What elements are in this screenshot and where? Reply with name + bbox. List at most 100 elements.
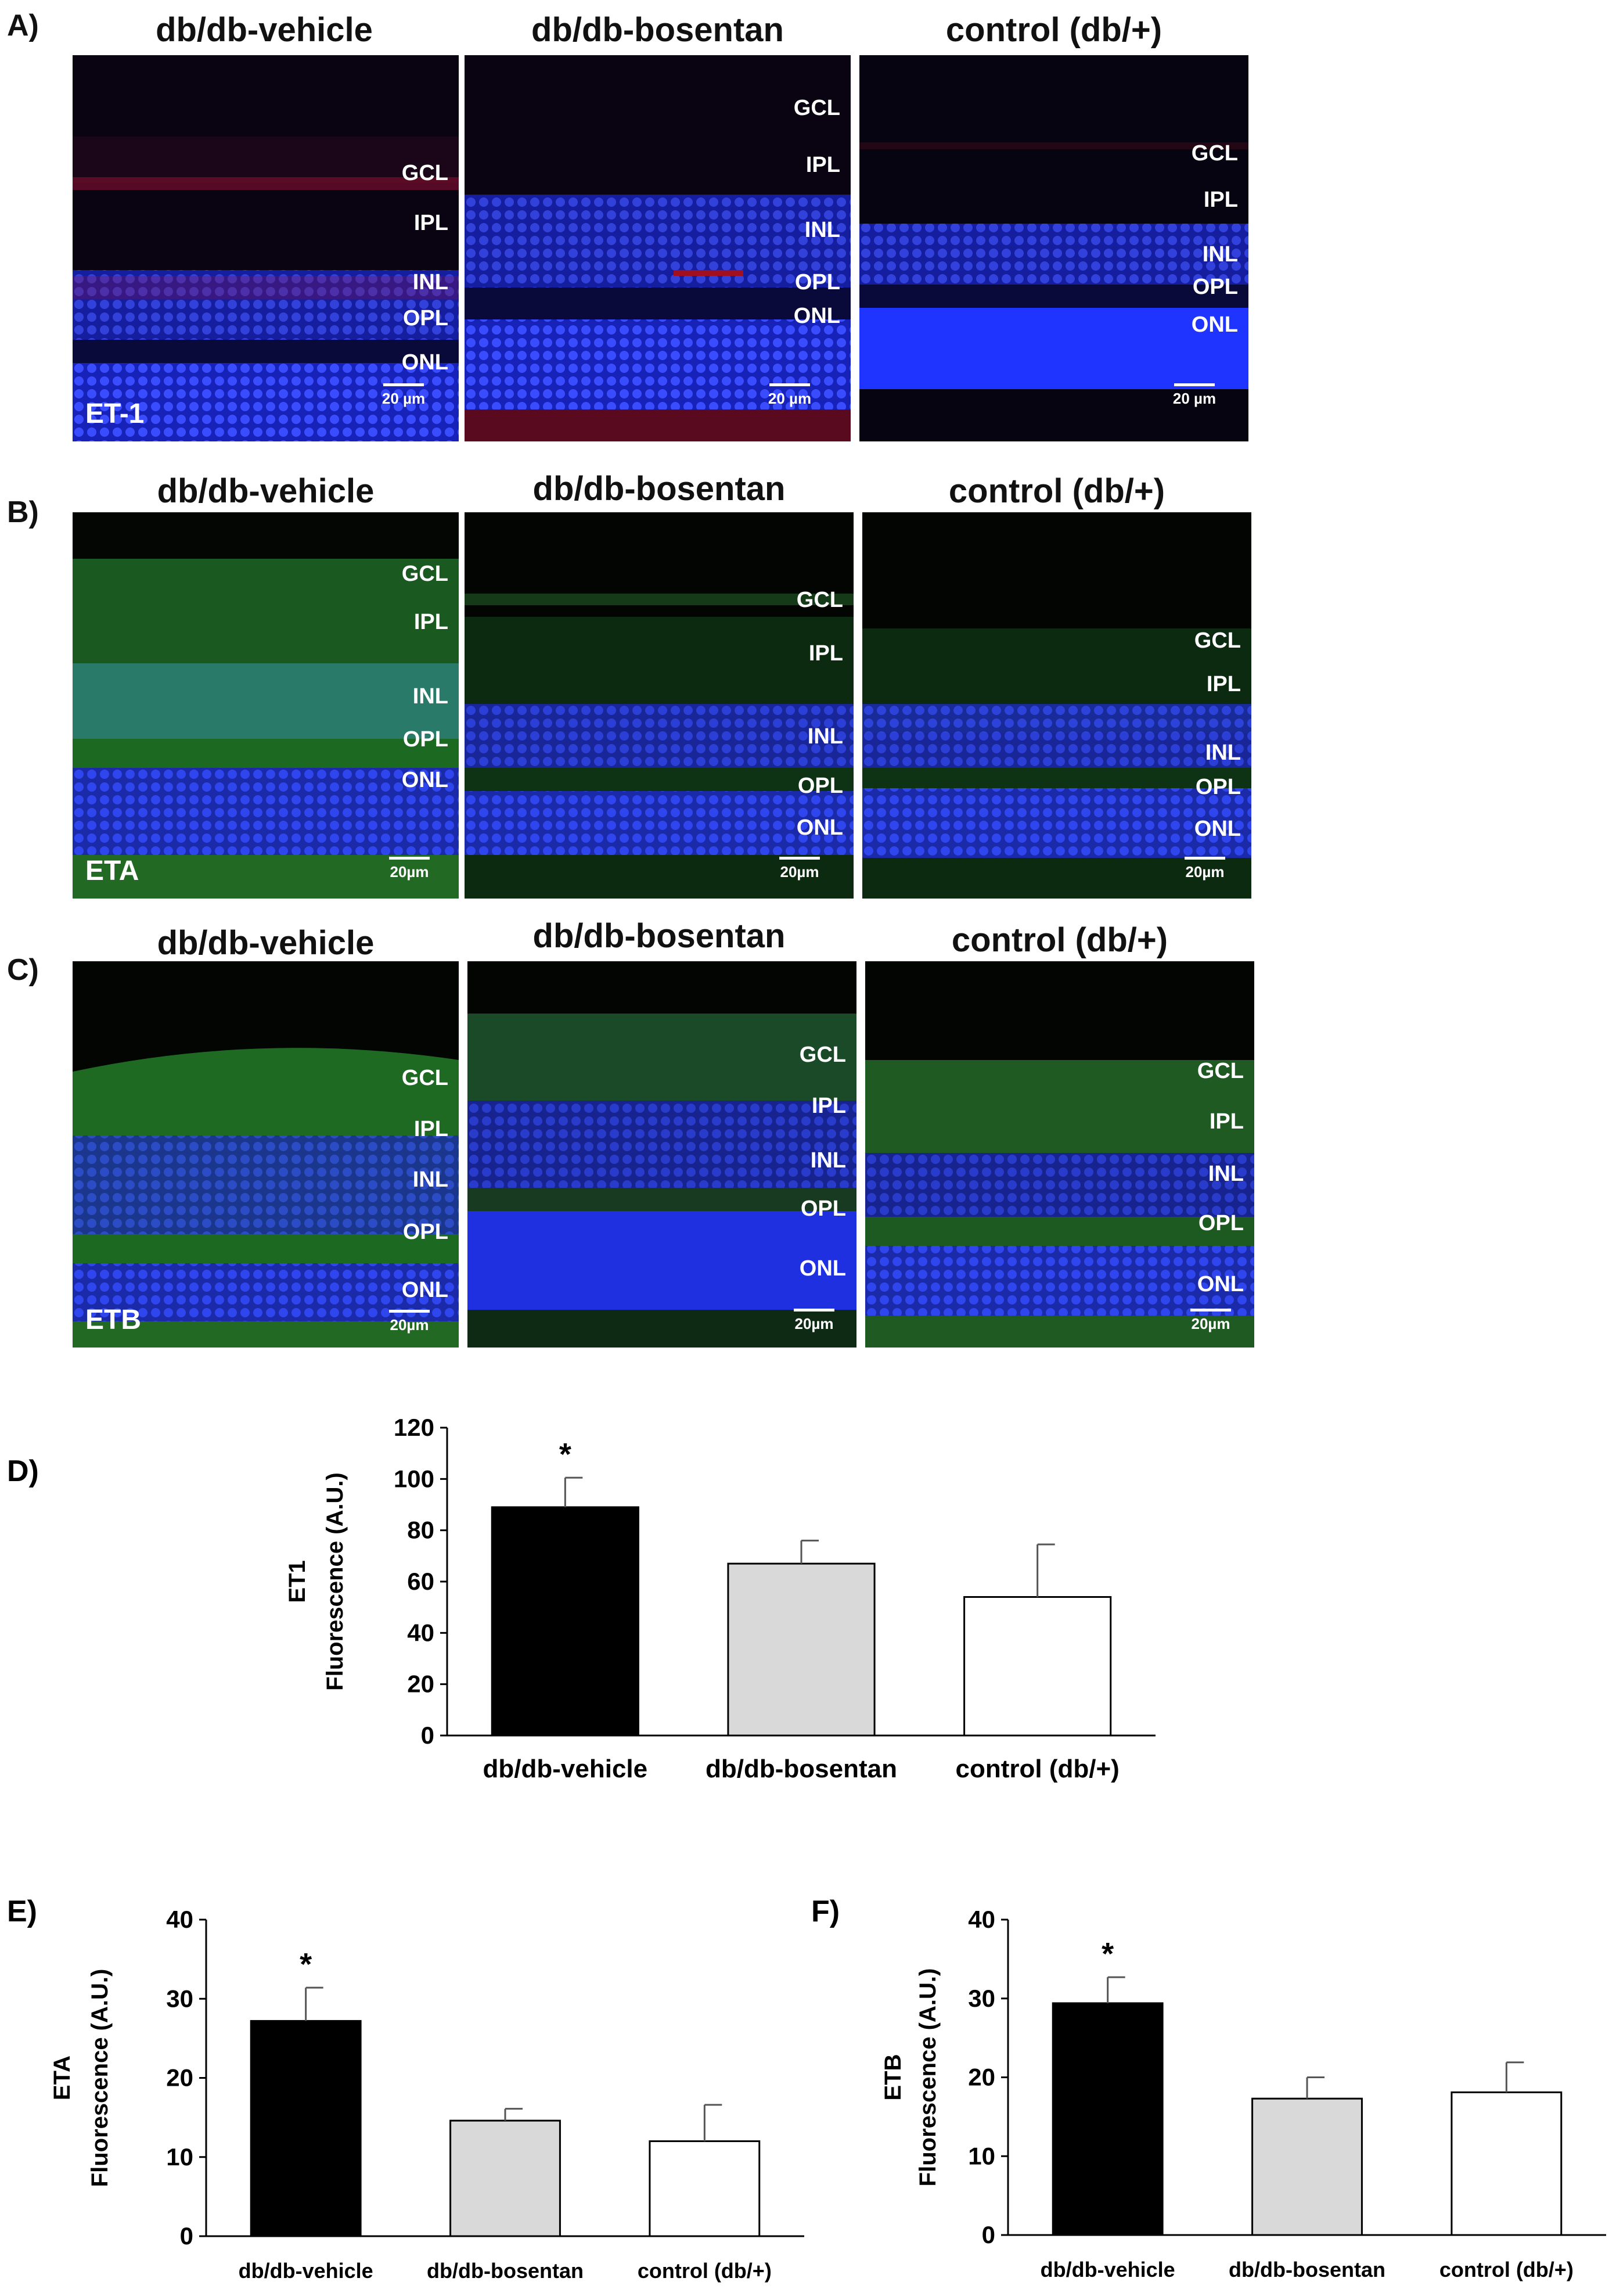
bar [250, 2020, 362, 2237]
layer-label: INL [804, 218, 840, 242]
bar [1451, 2091, 1563, 2236]
layer-label: IPL [1203, 188, 1238, 212]
micrograph-a1: GCL IPL INL OPL ONL ET-1 20 µm [73, 55, 459, 441]
category-label: db/db-bosentan [1229, 2258, 1385, 2281]
chart-f: F) 0 10 20 30 40 ETB Fluorescence (A.U.) * db/db-… [808, 1876, 1616, 2293]
y-axis-label: Fluorescence (A.U.) [915, 1968, 941, 2187]
y-tick-label: 40 [968, 1906, 995, 1933]
category-label: control (db/+) [1439, 2258, 1574, 2281]
layer-label: OPL [402, 306, 448, 330]
layer-label: INL [1208, 1162, 1244, 1186]
scale-bar: 20µm [779, 1309, 849, 1333]
layer-label: ONL [1191, 312, 1238, 337]
stain-label: ETB [85, 1305, 141, 1335]
col-title-c1: db/db-vehicle [157, 924, 375, 962]
y-axis-label: Fluorescence (A.U.) [322, 1472, 348, 1691]
col-title-a1: db/db-vehicle [156, 11, 373, 49]
layer-label: INL [1205, 741, 1241, 765]
panel-label: F) [811, 1895, 840, 1928]
scale-text: 20µm [390, 863, 429, 881]
layer-label: IPL [413, 610, 448, 634]
layer-label: OPL [402, 1220, 448, 1244]
layer-label: GCL [401, 1066, 448, 1090]
y-axis-label: Fluorescence (A.U.) [87, 1969, 113, 2187]
y-tick-label: 80 [407, 1517, 434, 1544]
scale-text: 20 µm [768, 390, 812, 407]
layer-label: ONL [796, 815, 843, 840]
layer-label: IPL [805, 153, 840, 177]
bar [649, 2140, 761, 2237]
layer-label: IPL [413, 1117, 448, 1141]
bar [1251, 2097, 1363, 2236]
panel-label: E) [7, 1895, 37, 1928]
y-tick-label: 120 [394, 1414, 434, 1441]
micrograph-a3: GCL IPL INL OPL ONL 20 µm [859, 55, 1248, 441]
y-tick-label: 0 [180, 2222, 193, 2250]
category-label: db/db-vehicle [483, 1755, 648, 1783]
layer-label: OPL [1195, 775, 1241, 799]
significance-marker: * [1102, 1936, 1114, 1971]
layer-label: INL [1202, 242, 1238, 267]
y-axis-label: ETA [49, 2056, 75, 2100]
bar [1052, 2002, 1164, 2236]
layer-label: ONL [793, 304, 840, 328]
layer-label: GCL [401, 161, 448, 185]
chart-e: E) 0 10 20 30 40 ETA Fluorescence (A.U.) * db/db-… [0, 1876, 808, 2293]
panel-label-c: C) [7, 953, 39, 987]
col-title-b1: db/db-vehicle [157, 472, 375, 510]
category-label: db/db-vehicle [1041, 2258, 1175, 2281]
chart-d-svg: D) 0 20 40 60 80 100 120 ET1 Fluorescence (A.U.) *… [7, 1414, 1156, 1783]
scale-text: 20µm [1191, 1315, 1230, 1332]
micrograph-b1: GCL IPL INL OPL ONL ETA 20µm [73, 512, 459, 899]
scale-bar: 20µm [765, 857, 834, 881]
micrograph-b2: GCL IPL INL OPL ONL 20µm [465, 512, 854, 899]
category-label: control (db/+) [638, 2259, 772, 2283]
layer-label: ONL [799, 1256, 846, 1281]
y-tick-label: 30 [968, 1985, 995, 2012]
layer-label: OPL [794, 270, 840, 294]
chart-f-svg: F) 0 10 20 30 40 ETB Fluorescence (A.U.) * db/db-… [811, 1895, 1606, 2281]
category-label: db/db-bosentan [706, 1755, 897, 1783]
layer-label: GCL [401, 562, 448, 586]
y-tick-label: 10 [166, 2143, 193, 2171]
layer-label: OPL [1198, 1211, 1244, 1235]
scale-text: 20µm [1185, 863, 1225, 881]
layer-label: OPL [1192, 275, 1238, 299]
scale-bar: 20 µm [755, 383, 825, 408]
bar [491, 1506, 639, 1737]
layer-label: IPL [1206, 672, 1241, 696]
bar [449, 2119, 561, 2237]
layer-label: ONL [1197, 1272, 1244, 1296]
significance-marker: * [300, 1947, 312, 1982]
layer-label: GCL [796, 588, 843, 612]
layer-label: INL [810, 1148, 846, 1173]
layer-label: IPL [811, 1094, 846, 1118]
micrograph-a2: GCL IPL INL OPL ONL 20 µm [465, 55, 851, 441]
y-tick-label: 40 [407, 1619, 434, 1646]
chart-e-svg: E) 0 10 20 30 40 ETA Fluorescence (A.U.) * db/db-… [7, 1895, 804, 2283]
y-tick-label: 30 [166, 1985, 193, 2012]
y-tick-label: 20 [166, 2064, 193, 2092]
y-tick-label: 20 [407, 1670, 434, 1698]
y-axis-label: ET1 [285, 1560, 310, 1602]
layer-label: GCL [799, 1043, 846, 1067]
y-tick-label: 10 [968, 2142, 995, 2169]
scale-text: 20 µm [1172, 390, 1217, 407]
layer-label: IPL [808, 641, 843, 666]
col-title-c3: control (db/+) [951, 921, 1168, 959]
scale-bar: 20µm [1176, 1309, 1246, 1333]
micrograph-c3: GCL IPL INL OPL ONL 20µm [865, 961, 1254, 1348]
layer-label: ONL [401, 350, 448, 375]
y-tick-label: 20 [968, 2064, 995, 2091]
micrograph-c1: GCL IPL INL OPL ONL ETB 20µm [73, 961, 459, 1348]
layer-label: OPL [402, 727, 448, 752]
col-title-c2: db/db-bosentan [532, 917, 786, 955]
layer-label: GCL [793, 96, 840, 120]
layer-label: INL [412, 684, 448, 709]
y-axis-label: ETB [880, 2054, 906, 2101]
scale-text: 20 µm [381, 390, 426, 407]
y-tick-label: 60 [407, 1568, 434, 1595]
layer-label: OPL [797, 774, 843, 798]
chart-d: D) 0 20 40 60 80 100 120 ET1 Fluorescence (A.U.) *… [0, 1394, 1616, 1830]
scale-bar: 20µm [375, 1310, 444, 1334]
